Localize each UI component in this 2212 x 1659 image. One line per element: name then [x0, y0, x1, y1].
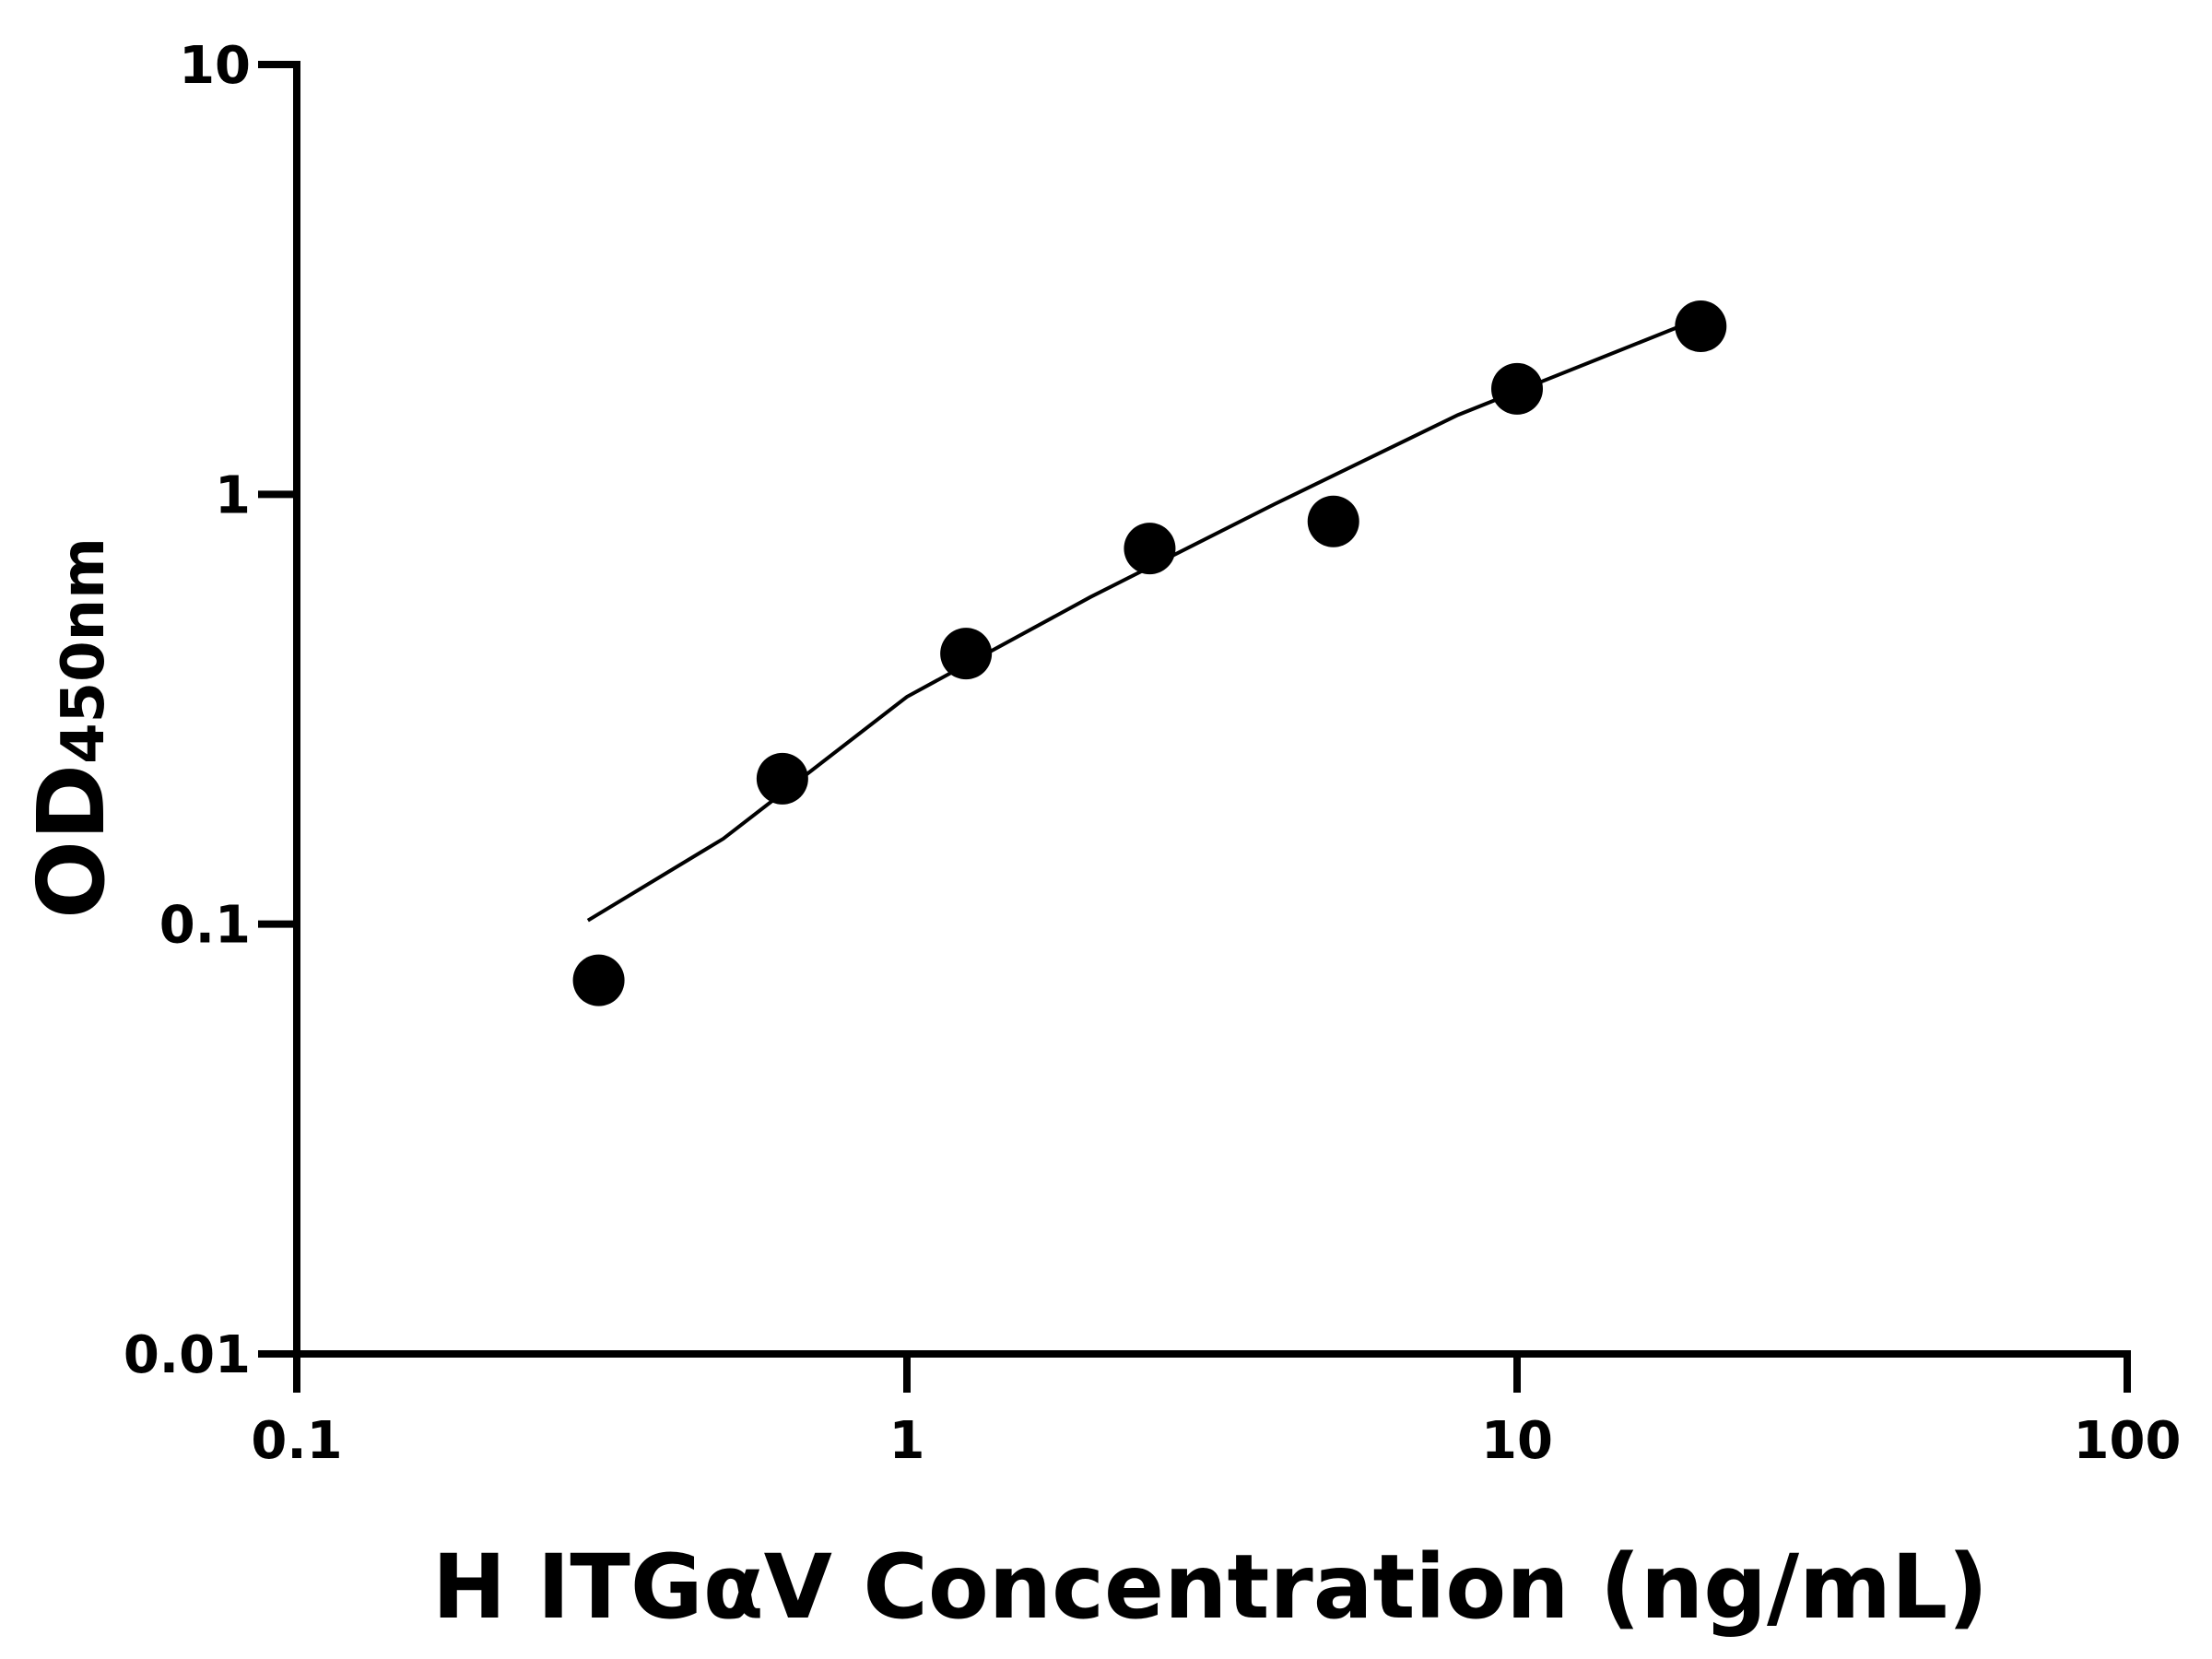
data-point	[572, 954, 625, 1006]
x-tick-label: 100	[2074, 1411, 2182, 1471]
y-axis-title-main: OD	[18, 764, 125, 919]
x-tick-label: 1	[889, 1411, 925, 1471]
data-point	[1491, 362, 1543, 415]
x-axis-title: H ITGαV Concentration (ng/mL)	[432, 1535, 1988, 1639]
data-point	[756, 752, 808, 805]
y-axis-title: OD450nm	[18, 537, 125, 919]
y-tick-label: 0.1	[159, 896, 251, 956]
x-tick-label: 0.1	[251, 1411, 342, 1471]
y-tick-label: 1	[215, 465, 251, 525]
y-tick-label: 10	[179, 36, 251, 96]
fit-curve	[586, 324, 1681, 923]
data-point	[1307, 495, 1359, 547]
y-tick-label: 0.01	[124, 1325, 251, 1385]
y-axis-title-sub: 450nm	[50, 537, 118, 764]
x-tick-label: 10	[1481, 1411, 1553, 1471]
data-point	[1675, 300, 1727, 353]
data-point	[940, 628, 993, 680]
